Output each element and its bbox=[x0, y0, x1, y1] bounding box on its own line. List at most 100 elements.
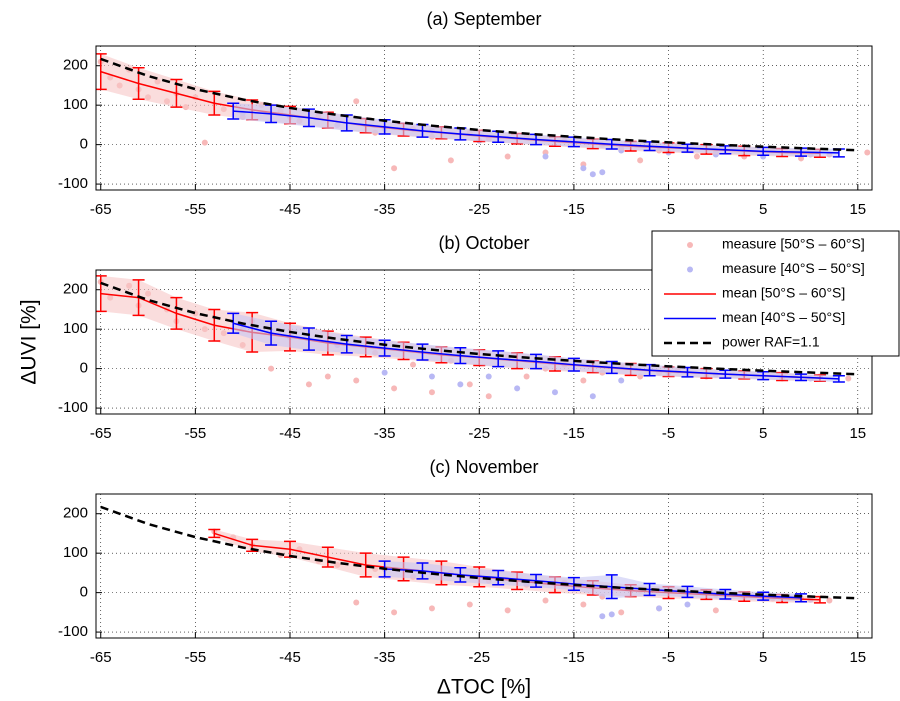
error-bar bbox=[416, 343, 429, 361]
y-tick-label: 100 bbox=[63, 96, 88, 113]
error-bar bbox=[454, 346, 467, 365]
measure-point bbox=[523, 373, 530, 380]
measure-point bbox=[466, 601, 473, 608]
measure-point bbox=[599, 169, 606, 176]
y-tick-label: 0 bbox=[80, 584, 88, 601]
legend-marker bbox=[687, 266, 693, 273]
panel-title: (c) November bbox=[429, 457, 538, 477]
error-bar bbox=[265, 320, 278, 346]
y-tick-label: 0 bbox=[80, 360, 88, 377]
power-curve bbox=[100, 505, 858, 600]
error-bar bbox=[208, 308, 221, 342]
measure-point bbox=[580, 377, 587, 384]
x-tick-label: -5 bbox=[662, 649, 675, 666]
measure-point bbox=[428, 373, 435, 380]
measure-point bbox=[447, 157, 454, 164]
x-tick-label: -35 bbox=[374, 201, 396, 218]
error-bar bbox=[454, 567, 467, 583]
x-tick-label: -55 bbox=[185, 649, 207, 666]
error-bar bbox=[321, 546, 334, 568]
power-curve bbox=[100, 57, 858, 152]
y-tick-label: -100 bbox=[58, 175, 88, 192]
x-tick-label: 5 bbox=[759, 425, 767, 442]
error-bar bbox=[530, 353, 543, 370]
x-tick-label: -55 bbox=[185, 201, 207, 218]
measure-point bbox=[542, 597, 549, 604]
plot-frame bbox=[95, 493, 873, 639]
measure-point bbox=[428, 605, 435, 612]
y-tick-label: 100 bbox=[63, 544, 88, 561]
x-tick-label: -55 bbox=[185, 425, 207, 442]
error-bar bbox=[227, 312, 240, 334]
measure-point bbox=[324, 373, 331, 380]
measure-point bbox=[391, 165, 398, 172]
panel-title: (a) September bbox=[426, 9, 541, 29]
legend-label: measure [40°S – 50°S] bbox=[722, 260, 865, 276]
error-bar bbox=[492, 350, 505, 368]
error-bar bbox=[302, 327, 315, 351]
x-tick-label: -45 bbox=[279, 425, 301, 442]
x-tick-label: -15 bbox=[563, 649, 585, 666]
legend-label: power RAF=1.1 bbox=[722, 334, 820, 350]
error-bar bbox=[795, 373, 808, 382]
x-tick-label: -65 bbox=[90, 425, 112, 442]
y-tick-label: 200 bbox=[63, 281, 88, 298]
x-tick-label: 5 bbox=[759, 201, 767, 218]
measure-point bbox=[353, 377, 360, 384]
x-tick-label: 15 bbox=[849, 649, 866, 666]
x-tick-label: -5 bbox=[662, 201, 675, 218]
error-bar bbox=[208, 528, 221, 539]
x-tick-label: -65 bbox=[90, 201, 112, 218]
error-bar bbox=[643, 582, 656, 597]
x-tick-label: -15 bbox=[563, 425, 585, 442]
error-bar bbox=[170, 296, 183, 330]
y-tick-label: 200 bbox=[63, 505, 88, 522]
error-bar bbox=[227, 102, 240, 120]
error-bar bbox=[530, 573, 543, 588]
y-tick-label: -100 bbox=[58, 399, 88, 416]
legend-label: measure [50°S – 60°S] bbox=[722, 236, 865, 252]
y-tick-label: -100 bbox=[58, 623, 88, 640]
legend: measure [50°S – 60°S] measure [40°S – 50°… bbox=[651, 230, 900, 357]
measure-point bbox=[637, 157, 644, 164]
measure-point bbox=[656, 605, 663, 612]
measure-point bbox=[589, 171, 596, 178]
error-bar bbox=[605, 360, 618, 375]
measure-point bbox=[410, 361, 417, 368]
measure-point bbox=[542, 153, 549, 160]
measure-point bbox=[618, 377, 625, 384]
error-bar bbox=[681, 585, 694, 599]
x-tick-label: -45 bbox=[279, 649, 301, 666]
measure-point bbox=[428, 389, 435, 396]
plot-area bbox=[96, 494, 872, 638]
y-tick-label: 0 bbox=[80, 136, 88, 153]
panel-title: (b) October bbox=[438, 233, 529, 253]
x-axis-label: ΔTOC [%] bbox=[437, 676, 531, 699]
measure-point bbox=[504, 607, 511, 614]
error-bar bbox=[832, 374, 845, 383]
x-tick-label: -25 bbox=[468, 649, 490, 666]
measure-point bbox=[551, 389, 558, 396]
measure-point bbox=[457, 381, 464, 388]
x-tick-label: -25 bbox=[468, 201, 490, 218]
measure-point bbox=[864, 149, 871, 156]
measure-point bbox=[845, 375, 852, 382]
measure-point bbox=[618, 609, 625, 616]
plot-content bbox=[96, 275, 858, 400]
legend-label: mean [40°S – 50°S] bbox=[722, 309, 845, 325]
measure-point bbox=[353, 599, 360, 606]
measure-point bbox=[589, 393, 596, 400]
x-tick-label: -35 bbox=[374, 425, 396, 442]
error-bar bbox=[208, 90, 221, 116]
plot-area bbox=[96, 46, 872, 190]
error-bar bbox=[96, 275, 107, 313]
error-bar bbox=[416, 562, 429, 580]
legend-marker bbox=[687, 242, 693, 248]
error-bar bbox=[605, 574, 618, 600]
measure-point bbox=[712, 607, 719, 614]
y-tick-label: 100 bbox=[63, 320, 88, 337]
measure-point bbox=[391, 609, 398, 616]
x-tick-label: -5 bbox=[662, 425, 675, 442]
plot-content bbox=[96, 53, 871, 178]
measure-point bbox=[201, 139, 208, 146]
